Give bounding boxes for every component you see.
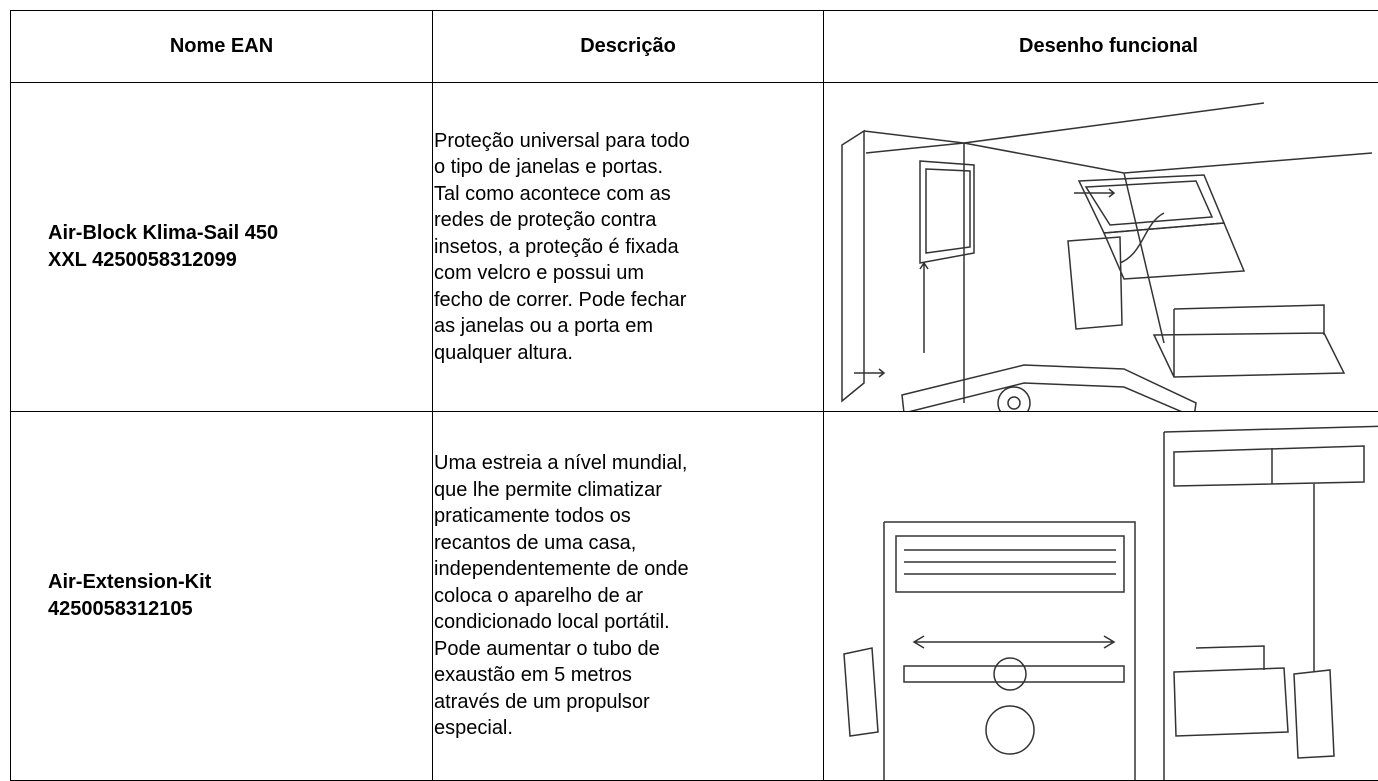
description-line: praticamente todos os xyxy=(434,503,823,530)
description-line: condicionado local portátil. xyxy=(434,609,823,636)
header-cell: Desenho funcional xyxy=(824,11,1378,83)
description-line: independentemente de onde xyxy=(434,556,823,583)
illustration xyxy=(824,83,1378,411)
description-line: recantos de uma casa, xyxy=(434,530,823,557)
description-line: que lhe permite climatizar xyxy=(434,477,823,504)
drawing-cell xyxy=(824,412,1378,781)
description-line: qualquer altura. xyxy=(434,340,823,367)
description-line: as janelas ou a porta em xyxy=(434,313,823,340)
description-line: através de um propulsor xyxy=(434,689,823,716)
description-line: insetos, a proteção é fixada xyxy=(434,234,823,261)
name-line: XXL 4250058312099 xyxy=(48,247,432,274)
description-line: especial. xyxy=(434,715,823,742)
description-line: Tal como acontece com as xyxy=(434,181,823,208)
illustration xyxy=(824,412,1378,780)
header-cell: Nome EAN xyxy=(11,11,433,83)
product-table: Nome EAN Descrição Desenho funcional Air… xyxy=(10,10,1378,781)
description-line: fecho de correr. Pode fechar xyxy=(434,287,823,314)
name-line: Air-Block Klima-Sail 450 xyxy=(48,220,432,247)
name-line: Air-Extension-Kit xyxy=(48,569,432,596)
description-line: redes de proteção contra xyxy=(434,207,823,234)
header-row: Nome EAN Descrição Desenho funcional xyxy=(11,11,1378,83)
description-line: Uma estreia a nível mundial, xyxy=(434,450,823,477)
description-line: Proteção universal para todo xyxy=(434,128,823,155)
drawing-cell xyxy=(824,83,1378,412)
description-line: exaustão em 5 metros xyxy=(434,662,823,689)
description-line: Pode aumentar o tubo de xyxy=(434,636,823,663)
description-line: coloca o aparelho de ar xyxy=(434,583,823,610)
name-line: 4250058312105 xyxy=(48,596,432,623)
header-cell: Descrição xyxy=(433,11,824,83)
description-cell: Uma estreia a nível mundial,que lhe perm… xyxy=(433,412,824,781)
description-line: com velcro e possui um xyxy=(434,260,823,287)
description-line: o tipo de janelas e portas. xyxy=(434,154,823,181)
